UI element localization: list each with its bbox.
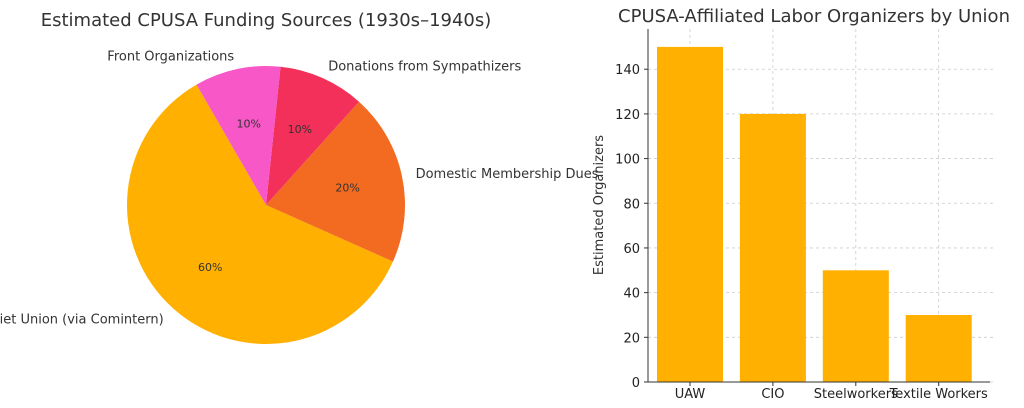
y-axis-label: Estimated Organizers (592, 135, 607, 275)
pie-slice-front-organizations (196, 65, 281, 205)
bar-uaw (657, 46, 723, 383)
pie-pct-label: 10% (236, 117, 260, 130)
x-tick-label: Steelworkers (814, 387, 898, 402)
pie-pct-label: 20% (335, 182, 359, 195)
y-tick-label: 40 (623, 287, 640, 302)
bar-chart: CPUSA-Affiliated Labor Organizers by Uni… (592, 6, 1010, 402)
pie-chart: Estimated CPUSA Funding Sources (1930s–1… (0, 10, 599, 344)
pie-slice-label: Front Organizations (107, 49, 234, 64)
bar-cio (739, 113, 806, 383)
y-tick-label: 100 (615, 153, 640, 168)
y-tick-label: 20 (623, 331, 640, 346)
bar-axes: 0 20 40 60 80 100 120 140 UAW CIO SteelworkersText… (615, 29, 990, 402)
x-tick-label: Textile Workers (889, 387, 988, 402)
pie-slice-domestic-membership-dues (266, 101, 406, 262)
y-tick-label: 60 (623, 242, 640, 257)
pie-slice-label: Domestic Membership Dues (416, 167, 599, 182)
pie-slice-label: Donations from Sympathizers (328, 59, 521, 74)
y-tick-label: 80 (623, 197, 640, 212)
pie-pct-label: 10% (288, 123, 312, 136)
y-tick-label: 120 (615, 108, 640, 123)
bar-title: CPUSA-Affiliated Labor Organizers by Uni… (618, 6, 1010, 27)
pie-slices (126, 65, 406, 344)
pie-slice-donations-from-sympathizers (266, 66, 360, 205)
pie-slice-soviet-union-via-comintern (126, 84, 393, 344)
y-tick-label: 0 (632, 376, 640, 391)
x-tick-label: UAW (675, 387, 706, 402)
bar-textile-workers (905, 315, 972, 382)
y-tick-label: 140 (615, 63, 640, 78)
pie-slice-label: Soviet Union (via Comintern) (0, 313, 164, 328)
bar-steelworkers (822, 270, 889, 382)
pie-pct-label: 60% (198, 261, 222, 274)
x-tick-label: CIO (761, 387, 784, 402)
pie-title: Estimated CPUSA Funding Sources (1930s–1… (41, 10, 492, 31)
pie-labels: 60% Soviet Union (via Comintern) 20% Domest… (0, 49, 599, 327)
bar-series (657, 46, 972, 383)
